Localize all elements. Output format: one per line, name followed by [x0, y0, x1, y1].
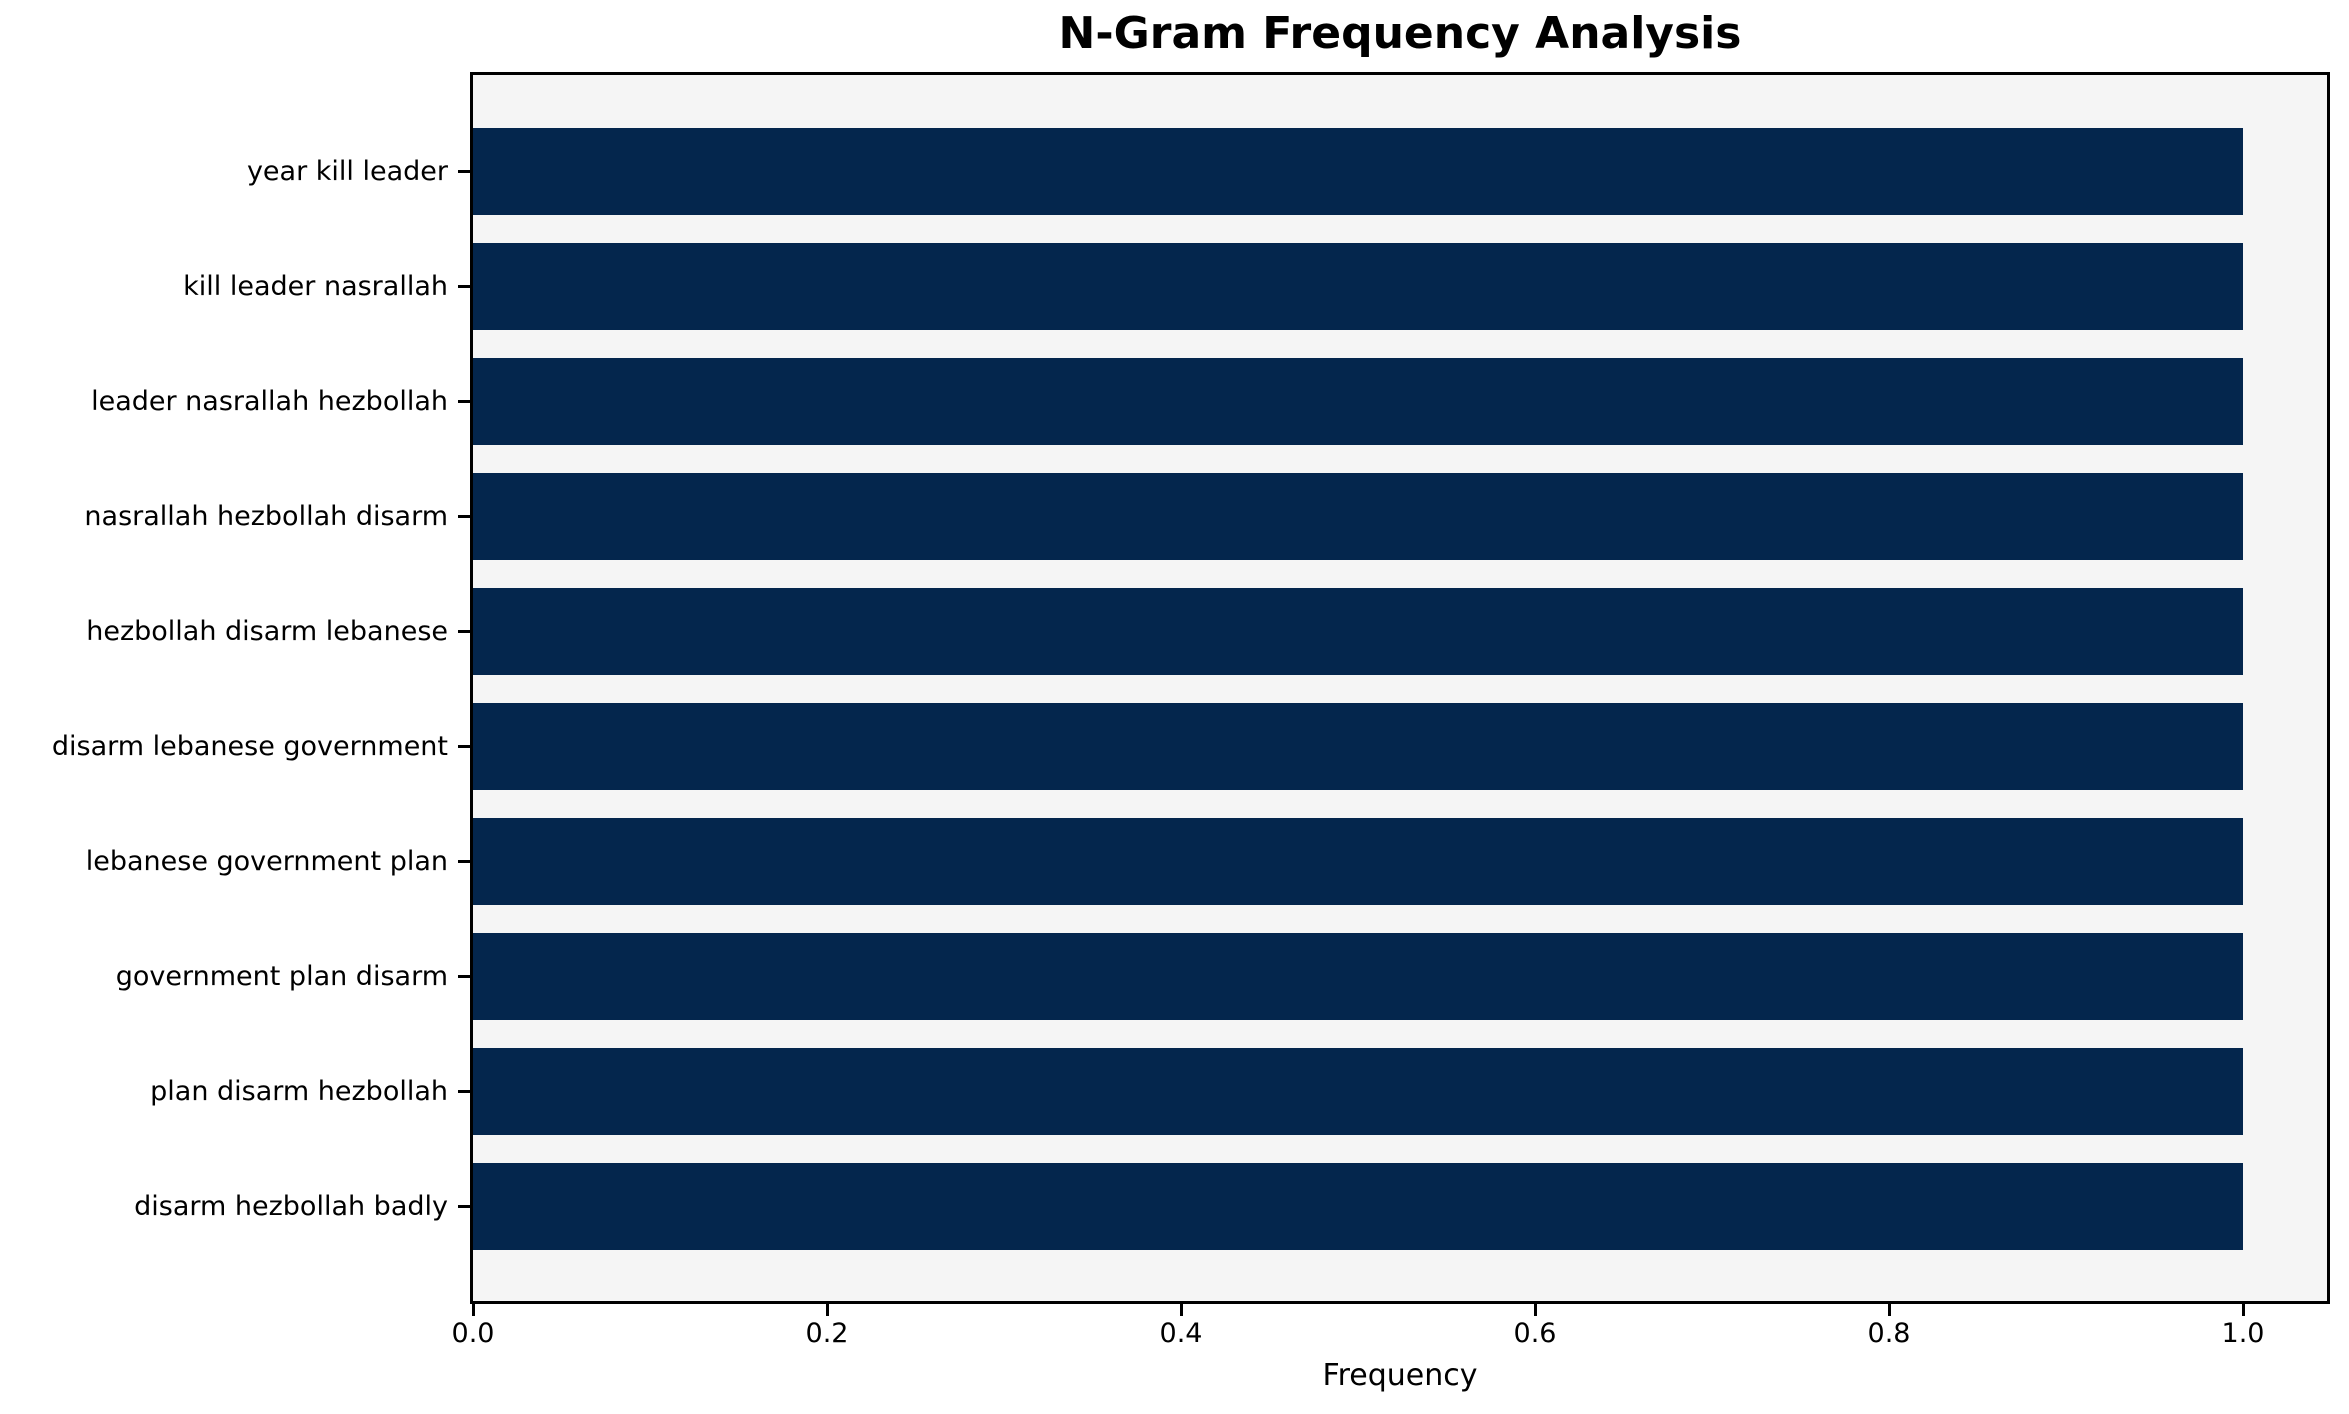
- y-axis-label: government plan disarm: [115, 960, 448, 992]
- y-axis-tick: [458, 515, 470, 518]
- y-axis-tick: [458, 975, 470, 978]
- y-axis-tick: [458, 285, 470, 288]
- y-axis-label: lebanese government plan: [85, 845, 448, 877]
- x-axis-tick: [1179, 1304, 1183, 1316]
- y-axis-label: leader nasrallah hezbollah: [91, 385, 448, 417]
- y-axis-tick: [458, 745, 470, 748]
- x-axis-tick-label: 0.6: [1513, 1318, 1557, 1349]
- bar-nasrallah-hezbollah-disarm: [473, 473, 2243, 560]
- y-axis-label: hezbollah disarm lebanese: [86, 615, 448, 647]
- y-axis-label: year kill leader: [246, 155, 448, 187]
- y-axis-label: plan disarm hezbollah: [150, 1075, 448, 1107]
- bar-disarm-hezbollah-badly: [473, 1163, 2243, 1250]
- x-axis-tick: [825, 1304, 829, 1316]
- y-axis-tick: [458, 170, 470, 173]
- x-axis-tick-label: 0.4: [1159, 1318, 1203, 1349]
- x-axis-tick: [1533, 1304, 1537, 1316]
- y-axis-label: disarm lebanese government: [51, 730, 448, 762]
- bar-government-plan-disarm: [473, 933, 2243, 1020]
- bar-disarm-lebanese-government: [473, 703, 2243, 790]
- x-axis-tick: [471, 1304, 475, 1316]
- bar-plan-disarm-hezbollah: [473, 1048, 2243, 1135]
- bar-hezbollah-disarm-lebanese: [473, 588, 2243, 675]
- y-axis-tick: [458, 860, 470, 863]
- x-axis-tick-label: 0.2: [805, 1318, 849, 1349]
- bar-kill-leader-nasrallah: [473, 243, 2243, 330]
- x-axis-tick: [1887, 1304, 1891, 1316]
- y-axis-tick: [458, 400, 470, 403]
- y-axis-tick: [458, 1090, 470, 1093]
- x-axis-tick-label: 0.8: [1867, 1318, 1911, 1349]
- x-axis-tick: [2241, 1304, 2245, 1316]
- bar-year-kill-leader: [473, 128, 2243, 215]
- y-axis-label: nasrallah hezbollah disarm: [84, 500, 448, 532]
- y-axis-label: disarm hezbollah badly: [134, 1190, 448, 1222]
- x-axis-tick-label: 0.0: [451, 1318, 495, 1349]
- x-axis-title: Frequency: [1322, 1358, 1478, 1393]
- x-axis-tick-label: 1.0: [2221, 1318, 2265, 1349]
- bar-leader-nasrallah-hezbollah: [473, 358, 2243, 445]
- bar-lebanese-government-plan: [473, 818, 2243, 905]
- chart-title: N-Gram Frequency Analysis: [1058, 8, 1742, 59]
- y-axis-tick: [458, 630, 470, 633]
- y-axis-label: kill leader nasrallah: [183, 270, 448, 302]
- y-axis-tick: [458, 1205, 470, 1208]
- plot-area: [470, 72, 2330, 1304]
